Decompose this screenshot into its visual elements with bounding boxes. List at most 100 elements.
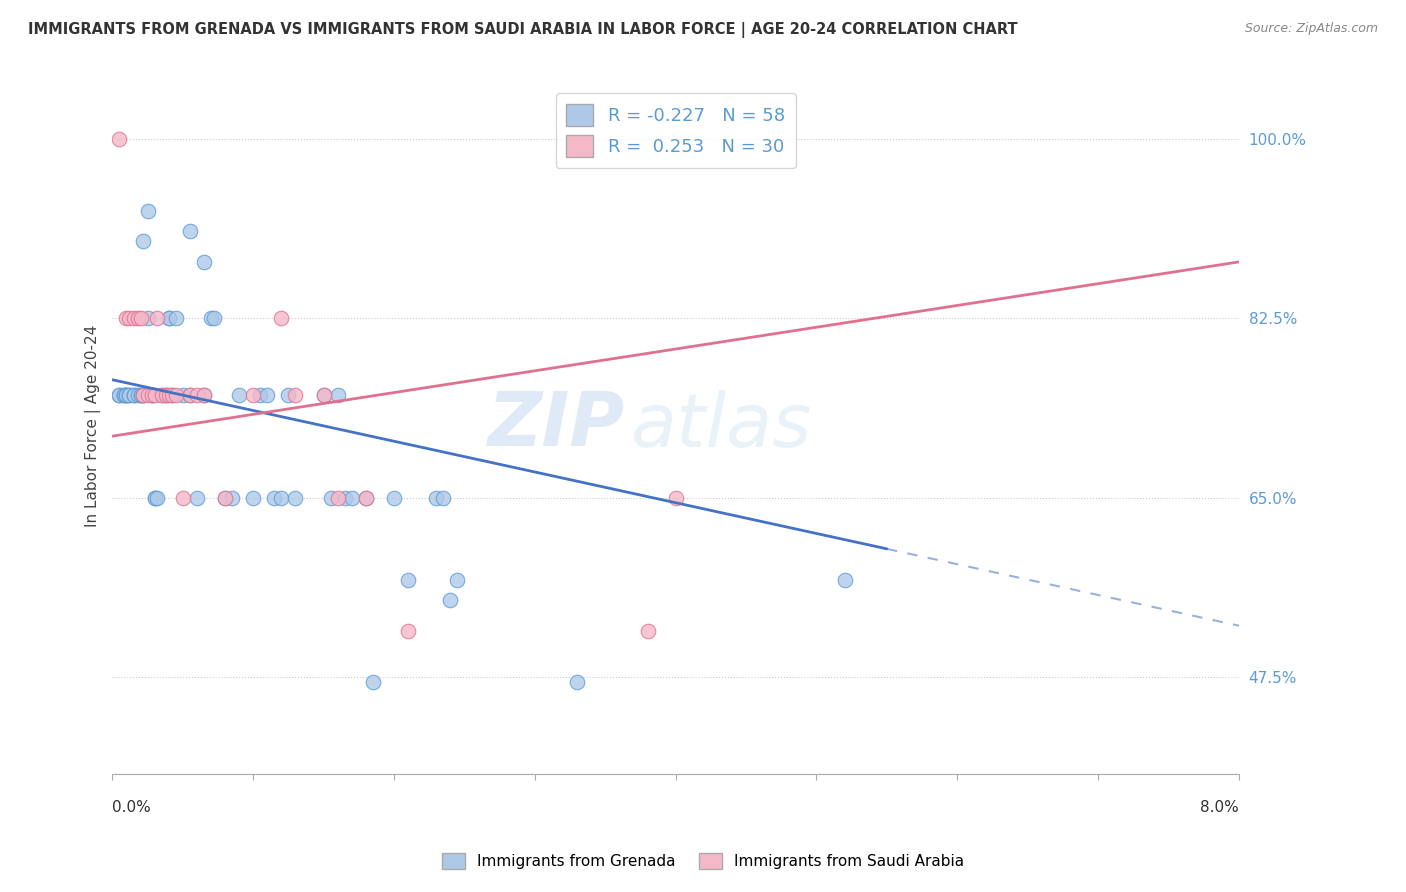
Point <box>108 388 131 402</box>
Point <box>115 388 138 402</box>
Point <box>200 311 222 326</box>
Point <box>432 491 454 505</box>
Point <box>160 388 183 402</box>
Point <box>155 388 177 402</box>
Point <box>132 388 155 402</box>
Point <box>446 573 468 587</box>
Text: Source: ZipAtlas.com: Source: ZipAtlas.com <box>1244 22 1378 36</box>
Legend: Immigrants from Grenada, Immigrants from Saudi Arabia: Immigrants from Grenada, Immigrants from… <box>436 847 970 875</box>
Point <box>136 388 159 402</box>
Text: IMMIGRANTS FROM GRENADA VS IMMIGRANTS FROM SAUDI ARABIA IN LABOR FORCE | AGE 20-: IMMIGRANTS FROM GRENADA VS IMMIGRANTS FR… <box>28 22 1018 38</box>
Point <box>118 311 141 326</box>
Point <box>112 388 135 402</box>
Point <box>186 491 208 505</box>
Point <box>214 491 236 505</box>
Point <box>172 491 194 505</box>
Point <box>115 388 138 402</box>
Point <box>319 491 342 505</box>
Text: atlas: atlas <box>631 390 813 462</box>
Point <box>150 388 173 402</box>
Text: 0.0%: 0.0% <box>112 800 152 815</box>
Point <box>242 491 264 505</box>
Point <box>637 624 659 638</box>
Point <box>146 311 169 326</box>
Point <box>425 491 447 505</box>
Point <box>143 491 166 505</box>
Point <box>340 491 363 505</box>
Point <box>202 311 225 326</box>
Point <box>112 388 135 402</box>
Point <box>155 388 177 402</box>
Point <box>165 388 187 402</box>
Point <box>834 573 856 587</box>
Point <box>132 388 155 402</box>
Point <box>122 388 145 402</box>
Point <box>157 311 180 326</box>
Point <box>129 388 152 402</box>
Point <box>270 491 292 505</box>
Point <box>396 624 419 638</box>
Point <box>221 491 243 505</box>
Point <box>382 491 405 505</box>
Point <box>157 388 180 402</box>
Point <box>361 675 384 690</box>
Point <box>172 388 194 402</box>
Point <box>179 224 201 238</box>
Point <box>141 388 163 402</box>
Point <box>108 388 131 402</box>
Point <box>186 388 208 402</box>
Point <box>108 132 131 146</box>
Point <box>127 311 149 326</box>
Point <box>354 491 377 505</box>
Point <box>284 491 307 505</box>
Point <box>270 311 292 326</box>
Point <box>665 491 688 505</box>
Point <box>263 491 285 505</box>
Text: ZIP: ZIP <box>488 390 626 462</box>
Point <box>129 388 152 402</box>
Point <box>143 388 166 402</box>
Point <box>333 491 356 505</box>
Point <box>242 388 264 402</box>
Point <box>115 388 138 402</box>
Point <box>160 388 183 402</box>
Point <box>193 388 215 402</box>
Point <box>249 388 271 402</box>
Point <box>284 388 307 402</box>
Point <box>115 311 138 326</box>
Point <box>179 388 201 402</box>
Point <box>132 235 155 249</box>
Point <box>256 388 278 402</box>
Text: 8.0%: 8.0% <box>1201 800 1239 815</box>
Point <box>118 388 141 402</box>
Point <box>132 388 155 402</box>
Point <box>141 388 163 402</box>
Point <box>143 491 166 505</box>
Point <box>118 388 141 402</box>
Point <box>129 311 152 326</box>
Point <box>136 203 159 218</box>
Point <box>214 491 236 505</box>
Point <box>312 388 335 402</box>
Point <box>193 255 215 269</box>
Point <box>141 388 163 402</box>
Point <box>326 491 349 505</box>
Point <box>277 388 299 402</box>
Point <box>136 311 159 326</box>
Legend: R = -0.227   N = 58, R =  0.253   N = 30: R = -0.227 N = 58, R = 0.253 N = 30 <box>555 94 796 169</box>
Point <box>439 593 461 607</box>
Point <box>312 388 335 402</box>
Y-axis label: In Labor Force | Age 20-24: In Labor Force | Age 20-24 <box>86 325 101 527</box>
Point <box>228 388 250 402</box>
Point <box>396 573 419 587</box>
Point <box>157 311 180 326</box>
Point <box>122 311 145 326</box>
Point <box>146 491 169 505</box>
Point <box>122 388 145 402</box>
Point <box>193 388 215 402</box>
Point <box>165 311 187 326</box>
Point <box>179 388 201 402</box>
Point <box>150 388 173 402</box>
Point <box>354 491 377 505</box>
Point <box>127 388 149 402</box>
